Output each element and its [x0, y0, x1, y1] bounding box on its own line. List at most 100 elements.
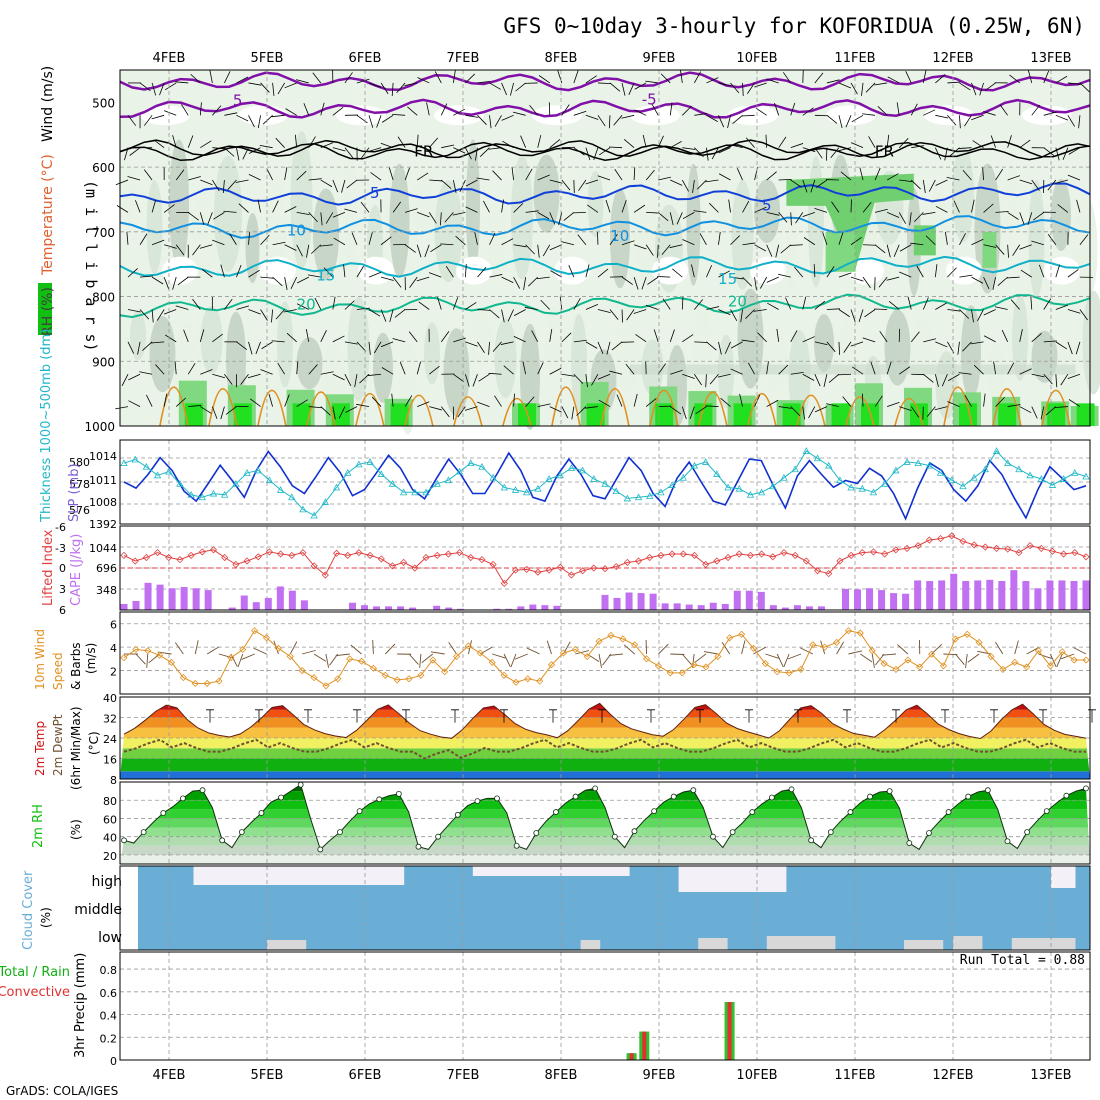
- rh2m-marker: [533, 830, 540, 836]
- thickness-marker: [690, 461, 699, 469]
- thickness-marker: [366, 458, 374, 465]
- wind-barb: [982, 167, 984, 181]
- wind-barb: [489, 82, 501, 90]
- wind-barb: [642, 134, 647, 148]
- wind-barb: [944, 231, 948, 245]
- wind-barb: [525, 396, 535, 407]
- cape-bar: [553, 605, 561, 610]
- date-label-bottom: 6FEB: [349, 1068, 382, 1083]
- pressure-tick: 800: [92, 291, 115, 305]
- wind-barb: [549, 244, 562, 251]
- wind-barb: [1019, 212, 1025, 225]
- wind-barb: [633, 244, 647, 250]
- precip-convective-bar: [629, 1053, 634, 1060]
- wind-barb: [146, 394, 153, 407]
- wind-barb: [1007, 212, 1019, 220]
- wind-barb: [453, 147, 466, 154]
- thickness-marker: [265, 476, 274, 484]
- wind-barb: [645, 244, 654, 256]
- wind-barb: [789, 244, 803, 246]
- wind-barb: [886, 361, 892, 375]
- wind-barb: [983, 276, 990, 290]
- date-label-top: 9FEB: [643, 51, 676, 66]
- wind10m-marker: [583, 652, 591, 661]
- wind-barb: [224, 373, 233, 385]
- cape-bar: [120, 603, 128, 610]
- wind-barb: [887, 401, 900, 407]
- date-label-top: 7FEB: [447, 51, 480, 66]
- wind-barb: [935, 205, 948, 213]
- wind-barb: [319, 244, 333, 247]
- minmax-bar: [206, 709, 214, 723]
- wind-barb: [115, 406, 129, 410]
- li-marker: [1060, 550, 1068, 558]
- wind-barb: [424, 244, 430, 258]
- wind-barb: [790, 330, 798, 343]
- wind-barb: [325, 212, 334, 224]
- wind-barb: [172, 277, 177, 290]
- wind-barb: [380, 142, 394, 149]
- wind10m-barb: [623, 644, 635, 655]
- wind-barb: [585, 304, 599, 310]
- rh-shading: [587, 170, 604, 237]
- rh2m-marker: [1004, 838, 1011, 845]
- thickness-marker: [1004, 459, 1012, 467]
- temperature-contour: [894, 397, 924, 427]
- wind-barb: [320, 212, 323, 226]
- wind-barb: [344, 72, 353, 84]
- wind-barb: [549, 212, 556, 225]
- wind-barb: [151, 239, 165, 246]
- pressure-tick: 600: [92, 161, 115, 175]
- wind-barb: [977, 309, 984, 322]
- wind-barb: [453, 337, 466, 343]
- rh-shading: [839, 319, 858, 404]
- wind-barb: [1007, 362, 1015, 375]
- wind-barb: [633, 204, 646, 213]
- li-marker: [131, 557, 139, 565]
- wind-barb: [1079, 82, 1090, 93]
- cape-bar: [300, 600, 308, 610]
- thickness-marker: [388, 479, 397, 487]
- wind-barb: [922, 297, 929, 310]
- thickness-marker: [299, 505, 307, 513]
- rh-shading: [238, 105, 288, 126]
- wind-barb: [1020, 269, 1032, 278]
- rh2m-tick: 80: [103, 795, 117, 808]
- wind-barb: [995, 396, 1005, 407]
- wind-barb: [1012, 244, 1021, 256]
- wind-barb: [641, 276, 647, 290]
- rh-saturation: [861, 403, 879, 426]
- rh-shading: [554, 256, 590, 285]
- temp2m-tick: 40: [103, 692, 117, 705]
- cape-bar: [637, 593, 645, 610]
- cape-bar: [132, 600, 140, 610]
- li-tick: 3: [59, 583, 66, 596]
- wind-barb: [706, 77, 719, 84]
- li-marker: [791, 551, 799, 559]
- temp2m-axis-label: 2m Temp: [33, 721, 47, 776]
- date-label-bottom: 12FEB: [932, 1068, 973, 1083]
- wind10m-barb: [897, 644, 909, 655]
- rh-shading: [1044, 256, 1080, 285]
- cloud-gap: [128, 866, 138, 950]
- wind-barb: [958, 147, 972, 149]
- wind-barb: [694, 373, 702, 386]
- cape-bar: [361, 605, 368, 610]
- rh-shading: [424, 322, 440, 385]
- temp-band: [120, 738, 1090, 749]
- cape-bar: [409, 607, 417, 610]
- wind-barb: [633, 167, 636, 181]
- wind-barb: [922, 212, 936, 215]
- wind-barb: [501, 276, 514, 283]
- wind-barb: [1067, 309, 1081, 314]
- minmax-bar: [500, 709, 508, 723]
- wind-barb: [368, 341, 371, 355]
- wind10m-marker: [215, 677, 223, 685]
- wind-barb: [537, 362, 544, 375]
- wind-barb: [351, 232, 358, 245]
- wind-barb: [732, 115, 743, 124]
- wind-barb: [236, 147, 240, 161]
- li-tick: -6: [55, 521, 66, 534]
- wind-barb: [899, 406, 912, 411]
